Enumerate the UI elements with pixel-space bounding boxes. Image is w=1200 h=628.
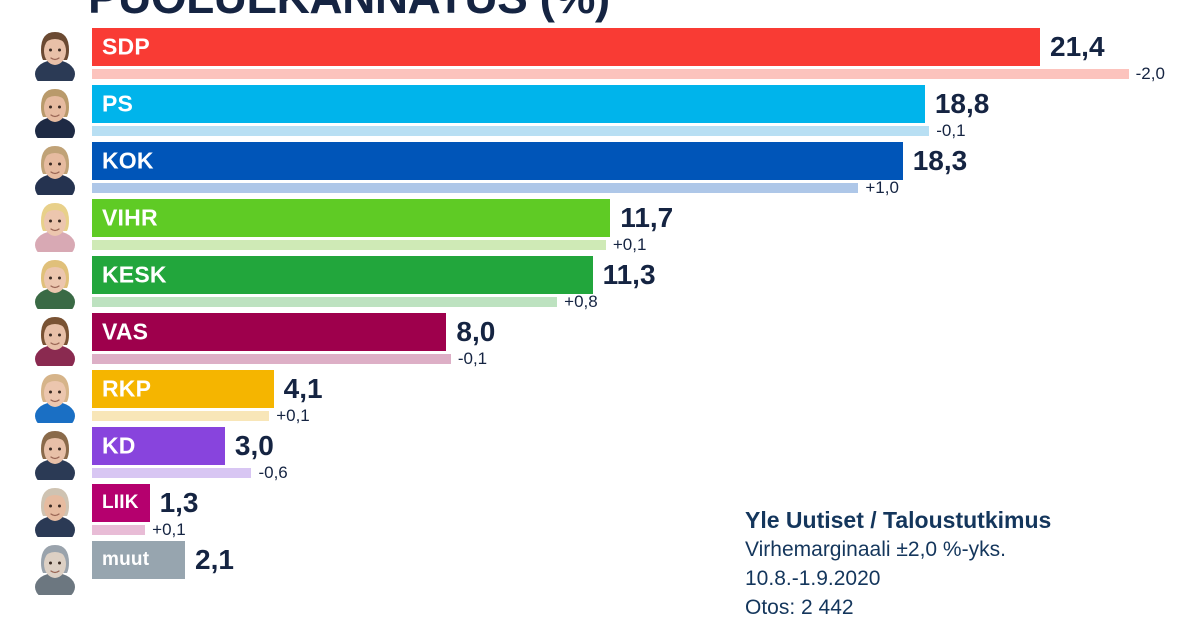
party-abbr-vas: VAS [102, 318, 149, 345]
footer-margin-of-error: Virhemarginaali ±2,0 %-yks. [745, 538, 1006, 561]
bar-ps: PS [92, 85, 925, 123]
party-abbr-liik: LIIK [102, 492, 139, 513]
change-label-vas: -0,1 [457, 349, 488, 368]
party-leader-portrait-ps [32, 81, 78, 139]
party-abbr-rkp: RKP [102, 375, 152, 402]
bar-row-kok: KOK 18,3 +1,0 [0, 138, 1200, 197]
bar-row-liik: LIIK 1,3 +0,1 [0, 480, 1200, 539]
party-leader-portrait-kd [32, 423, 78, 481]
bar-kd: KD [92, 427, 225, 465]
previous-bar-rkp [92, 411, 270, 421]
change-label-vihr: +0,1 [612, 235, 647, 254]
bar-row-rkp: RKP 4,1 +0,1 [0, 366, 1200, 425]
bar-kesk: KESK [92, 256, 593, 294]
bar-vihr: VIHR [92, 199, 611, 237]
bar-liik: LIIK [92, 484, 150, 522]
previous-bar-kesk [92, 297, 558, 307]
change-label-rkp: +0,1 [276, 406, 310, 425]
value-label-muut: 2,1 [195, 544, 234, 575]
value-label-kesk: 11,3 [602, 259, 656, 290]
party-leader-portrait-sdp [32, 24, 78, 82]
change-label-kok: +1,0 [865, 178, 899, 197]
bar-row-ps: PS 18,8 -0,1 [0, 81, 1200, 140]
party-leader-portrait-rkp [32, 366, 78, 424]
value-label-kd: 3,0 [234, 430, 274, 461]
bar-row-kd: KD 3,0 -0,6 [0, 423, 1200, 482]
previous-bar-ps [92, 126, 930, 136]
value-label-sdp: 21,4 [1050, 31, 1105, 62]
party-abbr-kok: KOK [102, 147, 154, 174]
previous-bar-vihr [92, 240, 606, 250]
footer-sample: Otos: 2 442 [745, 596, 854, 619]
value-label-vas: 8,0 [456, 316, 496, 347]
change-label-kesk: +0,8 [564, 292, 598, 311]
bar-sdp: SDP [92, 28, 1041, 66]
previous-bar-kok [92, 183, 859, 193]
bar-rkp: RKP [92, 370, 274, 408]
previous-bar-vas [92, 354, 451, 364]
party-abbr-vihr: VIHR [102, 204, 158, 231]
party-leader-portrait-kok [32, 138, 78, 196]
party-leader-portrait-vas [32, 309, 78, 367]
change-label-ps: -0,1 [936, 121, 966, 140]
party-abbr-sdp: SDP [102, 33, 150, 60]
party-leader-portrait-muut [32, 537, 78, 595]
bar-muut: muut [92, 541, 186, 579]
value-label-rkp: 4,1 [283, 373, 323, 404]
bar-row-kesk: KESK 11,3 +0,8 [0, 252, 1200, 311]
bar-row-vas: VAS 8,0 -0,1 [0, 309, 1200, 368]
previous-bar-kd [92, 468, 252, 478]
previous-bar-liik [92, 525, 146, 535]
change-label-liik: +0,1 [152, 520, 186, 539]
bar-row-muut: muut 2,1 [0, 537, 1200, 595]
footer-block: Yle Uutiset / Taloustutkimus Virhemargin… [745, 505, 1195, 622]
bar-vas: VAS [92, 313, 447, 351]
value-label-vihr: 11,7 [620, 202, 674, 233]
party-leader-portrait-kesk [32, 252, 78, 310]
party-abbr-ps: PS [102, 90, 134, 117]
bar-row-vihr: VIHR 11,7 +0,1 [0, 195, 1200, 254]
bar-row-sdp: SDP 21,4 -2,0 [0, 24, 1200, 83]
change-label-kd: -0,6 [258, 463, 288, 482]
footer-period: 10.8.-1.9.2020 [745, 567, 881, 590]
page-title: PUOLUEKANNATUS (%) [88, 0, 610, 24]
party-abbr-kd: KD [102, 432, 136, 459]
party-leader-portrait-liik [32, 480, 78, 538]
bar-kok: KOK [92, 142, 903, 180]
party-abbr-muut: muut [102, 549, 150, 570]
previous-bar-sdp [92, 69, 1129, 79]
party-leader-portrait-vihr [32, 195, 78, 253]
value-label-ps: 18,8 [934, 88, 990, 119]
value-label-liik: 1,3 [159, 487, 199, 518]
change-label-sdp: -2,0 [1135, 64, 1165, 83]
footer-source: Yle Uutiset / Taloustutkimus [745, 507, 1052, 533]
party-abbr-kesk: KESK [102, 261, 167, 288]
value-label-kok: 18,3 [912, 145, 968, 176]
